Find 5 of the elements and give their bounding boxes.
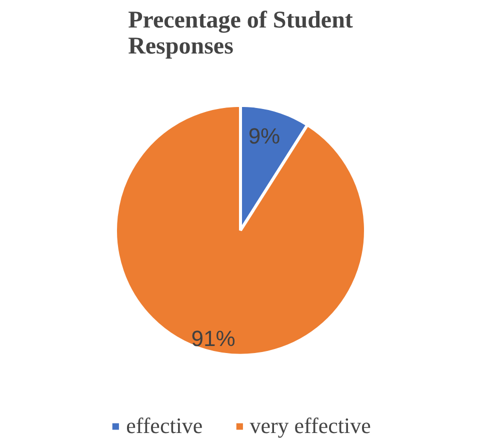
data-label: 9%	[248, 124, 280, 149]
data-label: 91%	[191, 326, 236, 351]
legend-label: effective	[126, 413, 203, 439]
chart-title: Precentage of Student Responses	[128, 8, 353, 60]
legend-label: very effective	[250, 413, 371, 439]
